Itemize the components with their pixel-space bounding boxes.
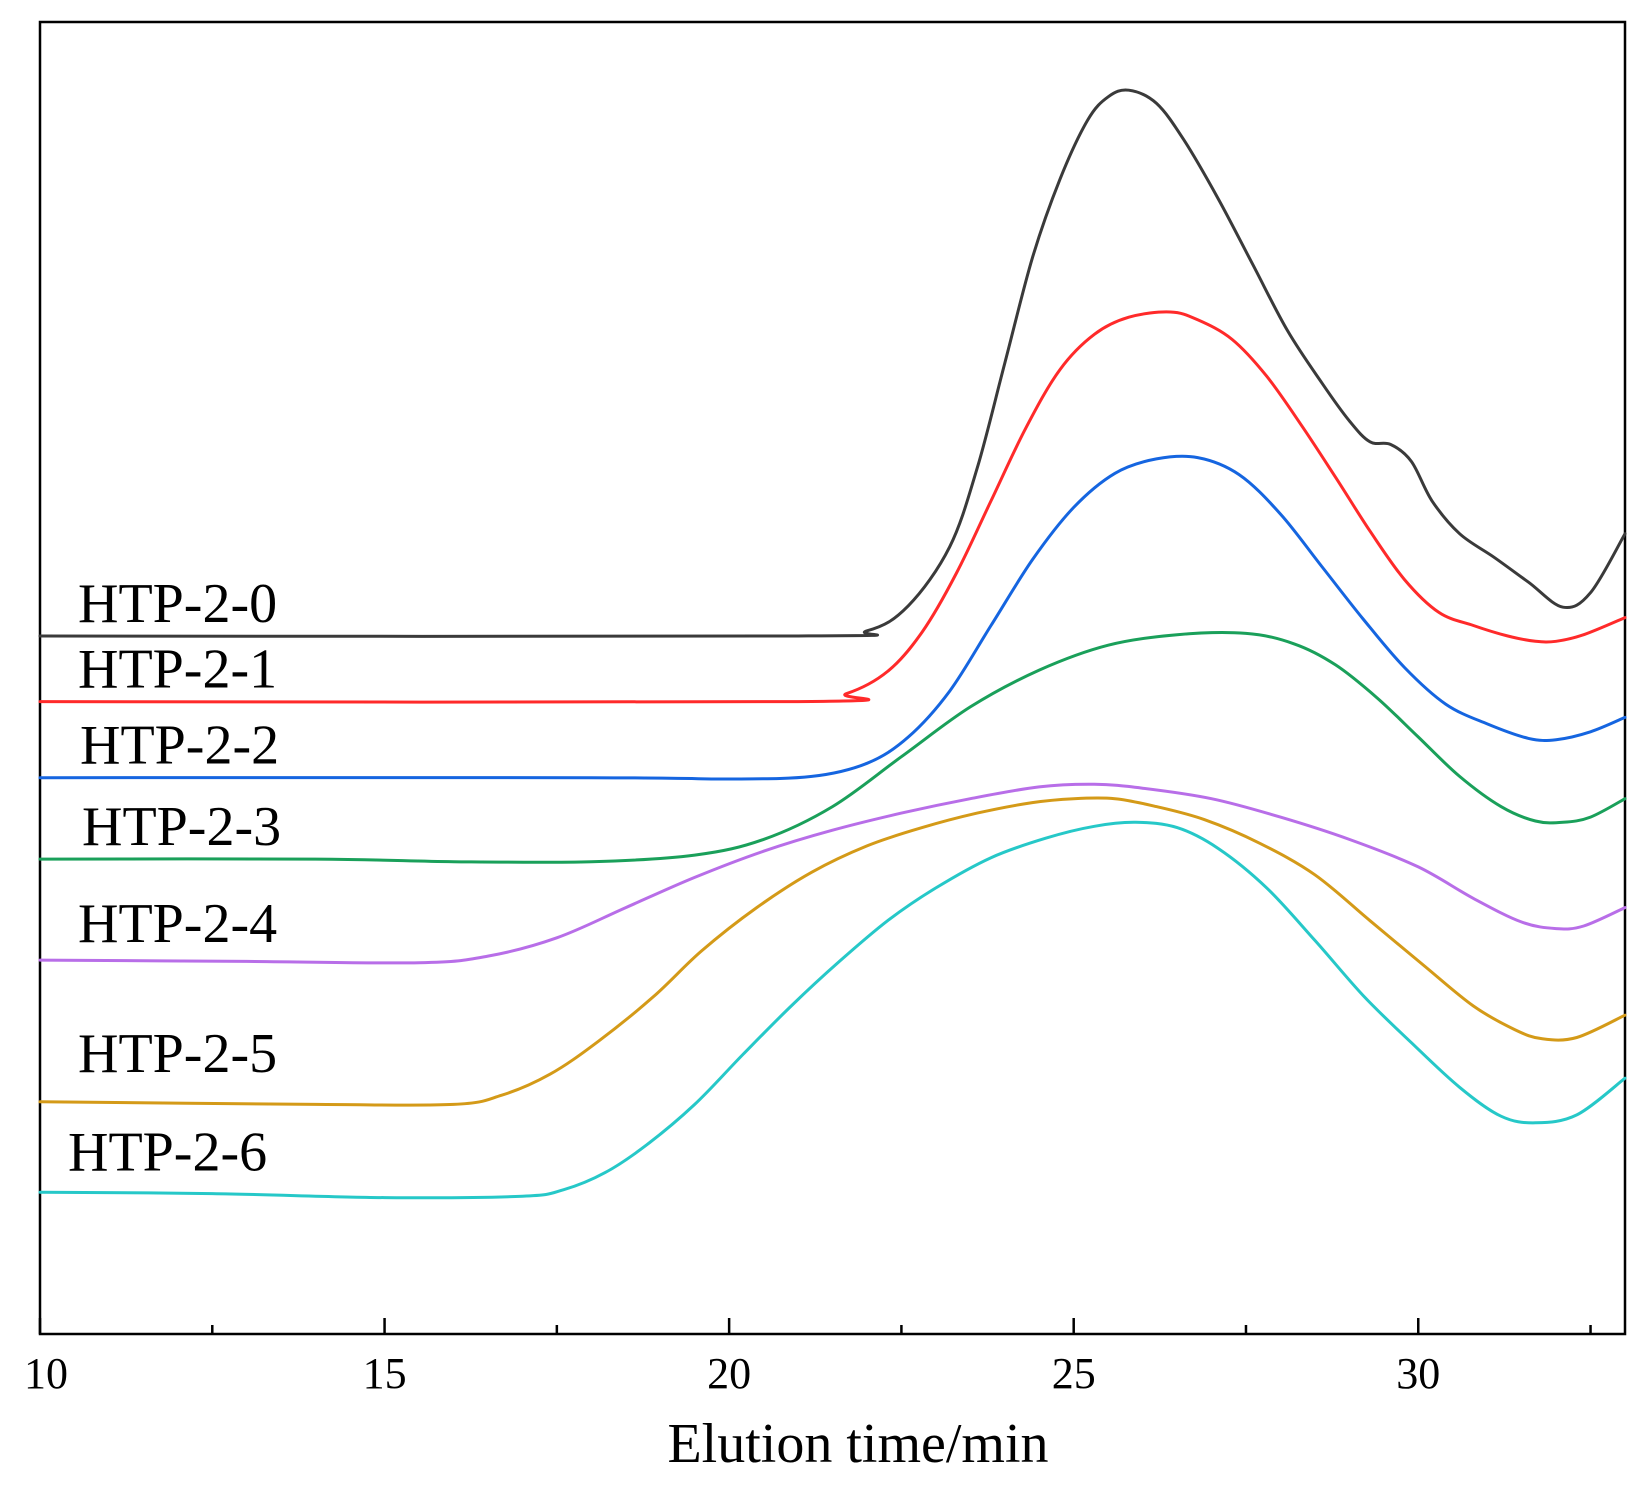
series-line-htp-2-4 bbox=[38, 782, 1627, 965]
plot-frame bbox=[38, 20, 1627, 1336]
series-line-htp-2-6 bbox=[38, 820, 1627, 1200]
series-label-htp-2-5: HTP-2-5 bbox=[78, 1023, 277, 1085]
series-label-htp-2-2: HTP-2-2 bbox=[80, 715, 279, 777]
series-label-htp-2-6: HTP-2-6 bbox=[68, 1121, 267, 1183]
x-tick-label: 30 bbox=[1396, 1349, 1440, 1398]
x-axis-tick-labels: 10 15 20 25 30 bbox=[24, 1349, 1440, 1398]
series-label-htp-2-4: HTP-2-4 bbox=[78, 893, 277, 955]
series-label-htp-2-1: HTP-2-1 bbox=[78, 639, 277, 701]
series-label-htp-2-0: HTP-2-0 bbox=[78, 573, 277, 635]
series-label-htp-2-3: HTP-2-3 bbox=[82, 796, 281, 858]
x-tick-label: 20 bbox=[707, 1349, 751, 1398]
x-tick-label: 25 bbox=[1052, 1349, 1096, 1398]
series-line-htp-2-2 bbox=[38, 454, 1627, 781]
series-line-htp-2-0 bbox=[38, 88, 1627, 638]
series-line-htp-2-3 bbox=[38, 631, 1627, 864]
series-line-htp-2-1 bbox=[38, 310, 1627, 704]
x-axis-ticks bbox=[38, 1318, 1592, 1334]
x-tick-label: 15 bbox=[363, 1349, 407, 1398]
x-tick-label: 10 bbox=[24, 1349, 68, 1398]
series-lines bbox=[38, 88, 1627, 1200]
series-line-htp-2-5 bbox=[38, 796, 1627, 1107]
x-axis-title: Elution time/min bbox=[667, 1413, 1048, 1475]
